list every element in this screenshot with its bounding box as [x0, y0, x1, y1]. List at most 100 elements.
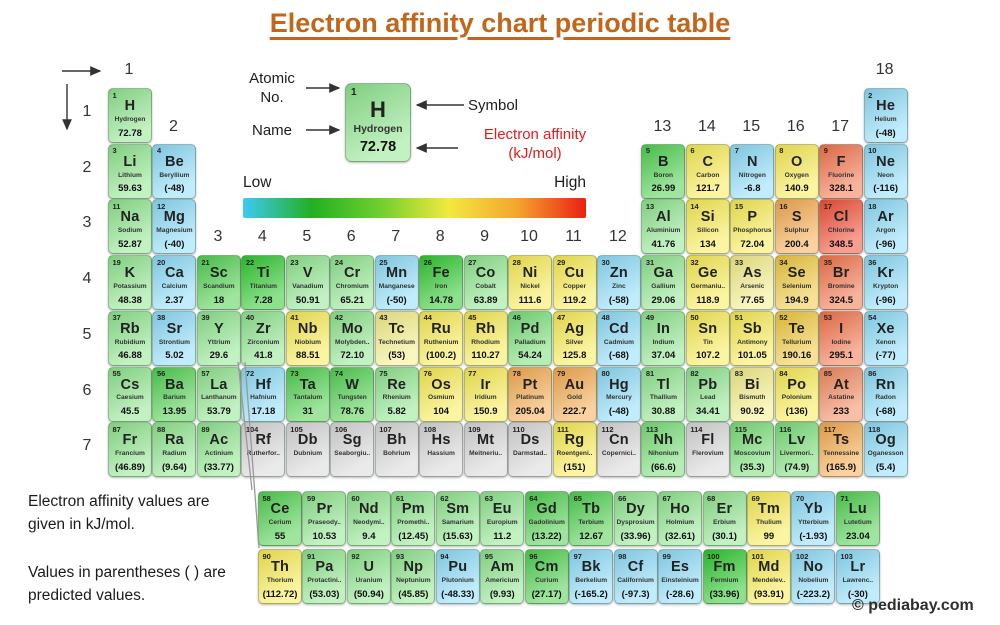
element-tile-Y: 39 Y Yttrium 29.6 — [196, 310, 241, 366]
element-name: Fluorine — [828, 171, 855, 179]
element-symbol: Hs — [431, 432, 451, 449]
element-value: (165.9) — [826, 461, 857, 473]
atomic-number: 114 — [690, 424, 703, 434]
element-symbol: Mo — [341, 320, 363, 337]
element-symbol: Ge — [697, 265, 718, 282]
element-tile-Yb: 70 Yb Ytterbium (-1.93) — [791, 491, 836, 546]
element-symbol: Bk — [581, 559, 601, 575]
element-tile-Og: 118 Og Oganesson (5.4) — [863, 422, 908, 478]
element-tile-Ge: 32 Ge Germaniu.. 118.9 — [685, 255, 730, 311]
element-symbol: Ne — [876, 153, 896, 170]
element-tile-Mn: 25 Mn Manganese (-50) — [374, 255, 419, 311]
element-name: Francium — [115, 450, 145, 458]
element-name: Aluminium — [646, 227, 681, 235]
atomic-number: 41 — [290, 313, 299, 323]
element-tile-Ra: 88 Ra Radium (9.64) — [152, 422, 197, 478]
element-symbol: Nd — [359, 501, 379, 517]
atomic-number: 82 — [690, 369, 699, 378]
element-name: Phosphorus — [733, 227, 772, 235]
element-tile-H: 1 H Hydrogen 72.78 — [108, 88, 152, 143]
element-name: Cobalt — [475, 283, 496, 291]
element-symbol: Ar — [877, 209, 894, 226]
atomic-number: 47 — [557, 313, 566, 323]
element-name: Dysprosium — [616, 518, 655, 526]
element-symbol: Tb — [582, 501, 601, 517]
element-tile-Te: 52 Te Tellurium 190.16 — [774, 310, 819, 366]
element-tile-Fr: 87 Fr Francium (46.89) — [108, 422, 152, 478]
element-tile-Sg: 106 Sg Seaborgiu.. — [330, 422, 375, 478]
element-tile-Ac: 89 Ac Actinium (33.77) — [196, 422, 241, 478]
element-tile-Os: 76 Os Osmium 104 — [419, 366, 464, 422]
atomic-number: 40 — [245, 313, 255, 323]
element-name: Oxygen — [784, 171, 809, 179]
element-value: 121.7 — [695, 183, 720, 195]
element-symbol: Sg — [342, 432, 362, 449]
element-value: (50.94) — [353, 588, 384, 600]
element-tile-Mo: 42 Mo Molybden.. 72.10 — [330, 310, 375, 366]
element-value: (-97.3) — [621, 588, 650, 600]
element-value: (15.63) — [442, 530, 473, 542]
element-value: 78.76 — [340, 406, 365, 418]
element-symbol: Dy — [626, 501, 646, 517]
element-value: (-68) — [875, 406, 896, 418]
element-tile-Po: 84 Po Polonium (136) — [774, 366, 819, 422]
element-symbol: Og — [875, 432, 896, 449]
element-value: 34.41 — [695, 406, 720, 418]
element-tile-As: 33 As Arsenic 77.65 — [730, 255, 775, 311]
element-tile-Pt: 78 Pt Platinum 205.04 — [508, 366, 553, 422]
atomic-number: 30 — [601, 257, 610, 267]
atomic-number: 2 — [868, 90, 873, 100]
atomic-number: 8 — [779, 146, 784, 156]
element-tile-Bi: 83 Bi Bismuth 90.92 — [730, 366, 775, 422]
atomic-number: 85 — [823, 369, 833, 378]
element-symbol: Md — [758, 559, 780, 575]
element-name: Nihonium — [648, 450, 679, 458]
period-label-3: 3 — [82, 214, 92, 232]
element-value: 54.24 — [518, 350, 542, 362]
element-tile-Nb: 41 Nb Niobium 88.51 — [285, 310, 330, 366]
element-value: (-58) — [608, 294, 629, 306]
element-symbol: Pd — [520, 320, 540, 337]
atomic-number: 4 — [156, 146, 162, 156]
group-label-12: 12 — [609, 228, 627, 245]
element-name: Vanadium — [292, 283, 324, 291]
element-name: Berkelium — [575, 576, 608, 584]
atomic-number: 80 — [601, 369, 610, 378]
element-name: Neon — [877, 171, 894, 179]
group-label-13: 13 — [653, 118, 672, 135]
element-name: Dubnium — [293, 450, 323, 458]
element-symbol: Ag — [564, 320, 585, 337]
element-tile-Ni: 28 Ni Nickel 111.6 — [508, 255, 553, 311]
element-tile-Rh: 45 Rh Rhodium 110.27 — [463, 310, 508, 366]
element-name: Manganese — [378, 283, 415, 291]
element-tile-Rf: 104 Rf Rutherfor.. — [241, 422, 286, 478]
element-tile-Co: 27 Co Cobalt 63.89 — [463, 255, 508, 311]
group-label-11: 11 — [565, 228, 582, 245]
atomic-number: 116 — [779, 424, 792, 434]
element-symbol: Hf — [255, 376, 272, 393]
element-name: Iron — [434, 283, 448, 291]
group-label-1: 1 — [124, 61, 134, 78]
element-tile-Cf: 98 Cf Californium (-97.3) — [613, 549, 658, 604]
element-symbol: Li — [123, 153, 137, 170]
atomic-number: 62 — [440, 493, 449, 503]
element-value: (-96) — [875, 239, 896, 250]
atomic-number: 94 — [440, 551, 449, 561]
atomic-number: 81 — [645, 369, 655, 378]
element-tile-Nh: 113 Nh Nihonium (66.6) — [641, 422, 686, 478]
element-value: 5.82 — [387, 406, 406, 418]
element-name: Praseody.. — [308, 518, 341, 526]
atomic-number: 103 — [840, 551, 853, 561]
element-tile-C: 6 C Carbon 121.7 — [685, 143, 730, 199]
element-symbol: Rg — [564, 432, 585, 449]
element-name: Carbon — [696, 171, 720, 179]
element-tile-N: 7 N Nitrogen -6.8 — [730, 143, 775, 199]
element-symbol: He — [876, 98, 896, 114]
element-value: (-165.2) — [574, 588, 608, 600]
element-name: Technetium — [378, 338, 415, 346]
element-symbol: Ca — [164, 265, 184, 282]
element-name: Terbium — [578, 518, 604, 526]
element-name: Gold — [566, 394, 583, 402]
element-tile-Ce: 58 Ce Cerium 55 — [258, 491, 302, 546]
element-name: Americium — [485, 576, 520, 584]
